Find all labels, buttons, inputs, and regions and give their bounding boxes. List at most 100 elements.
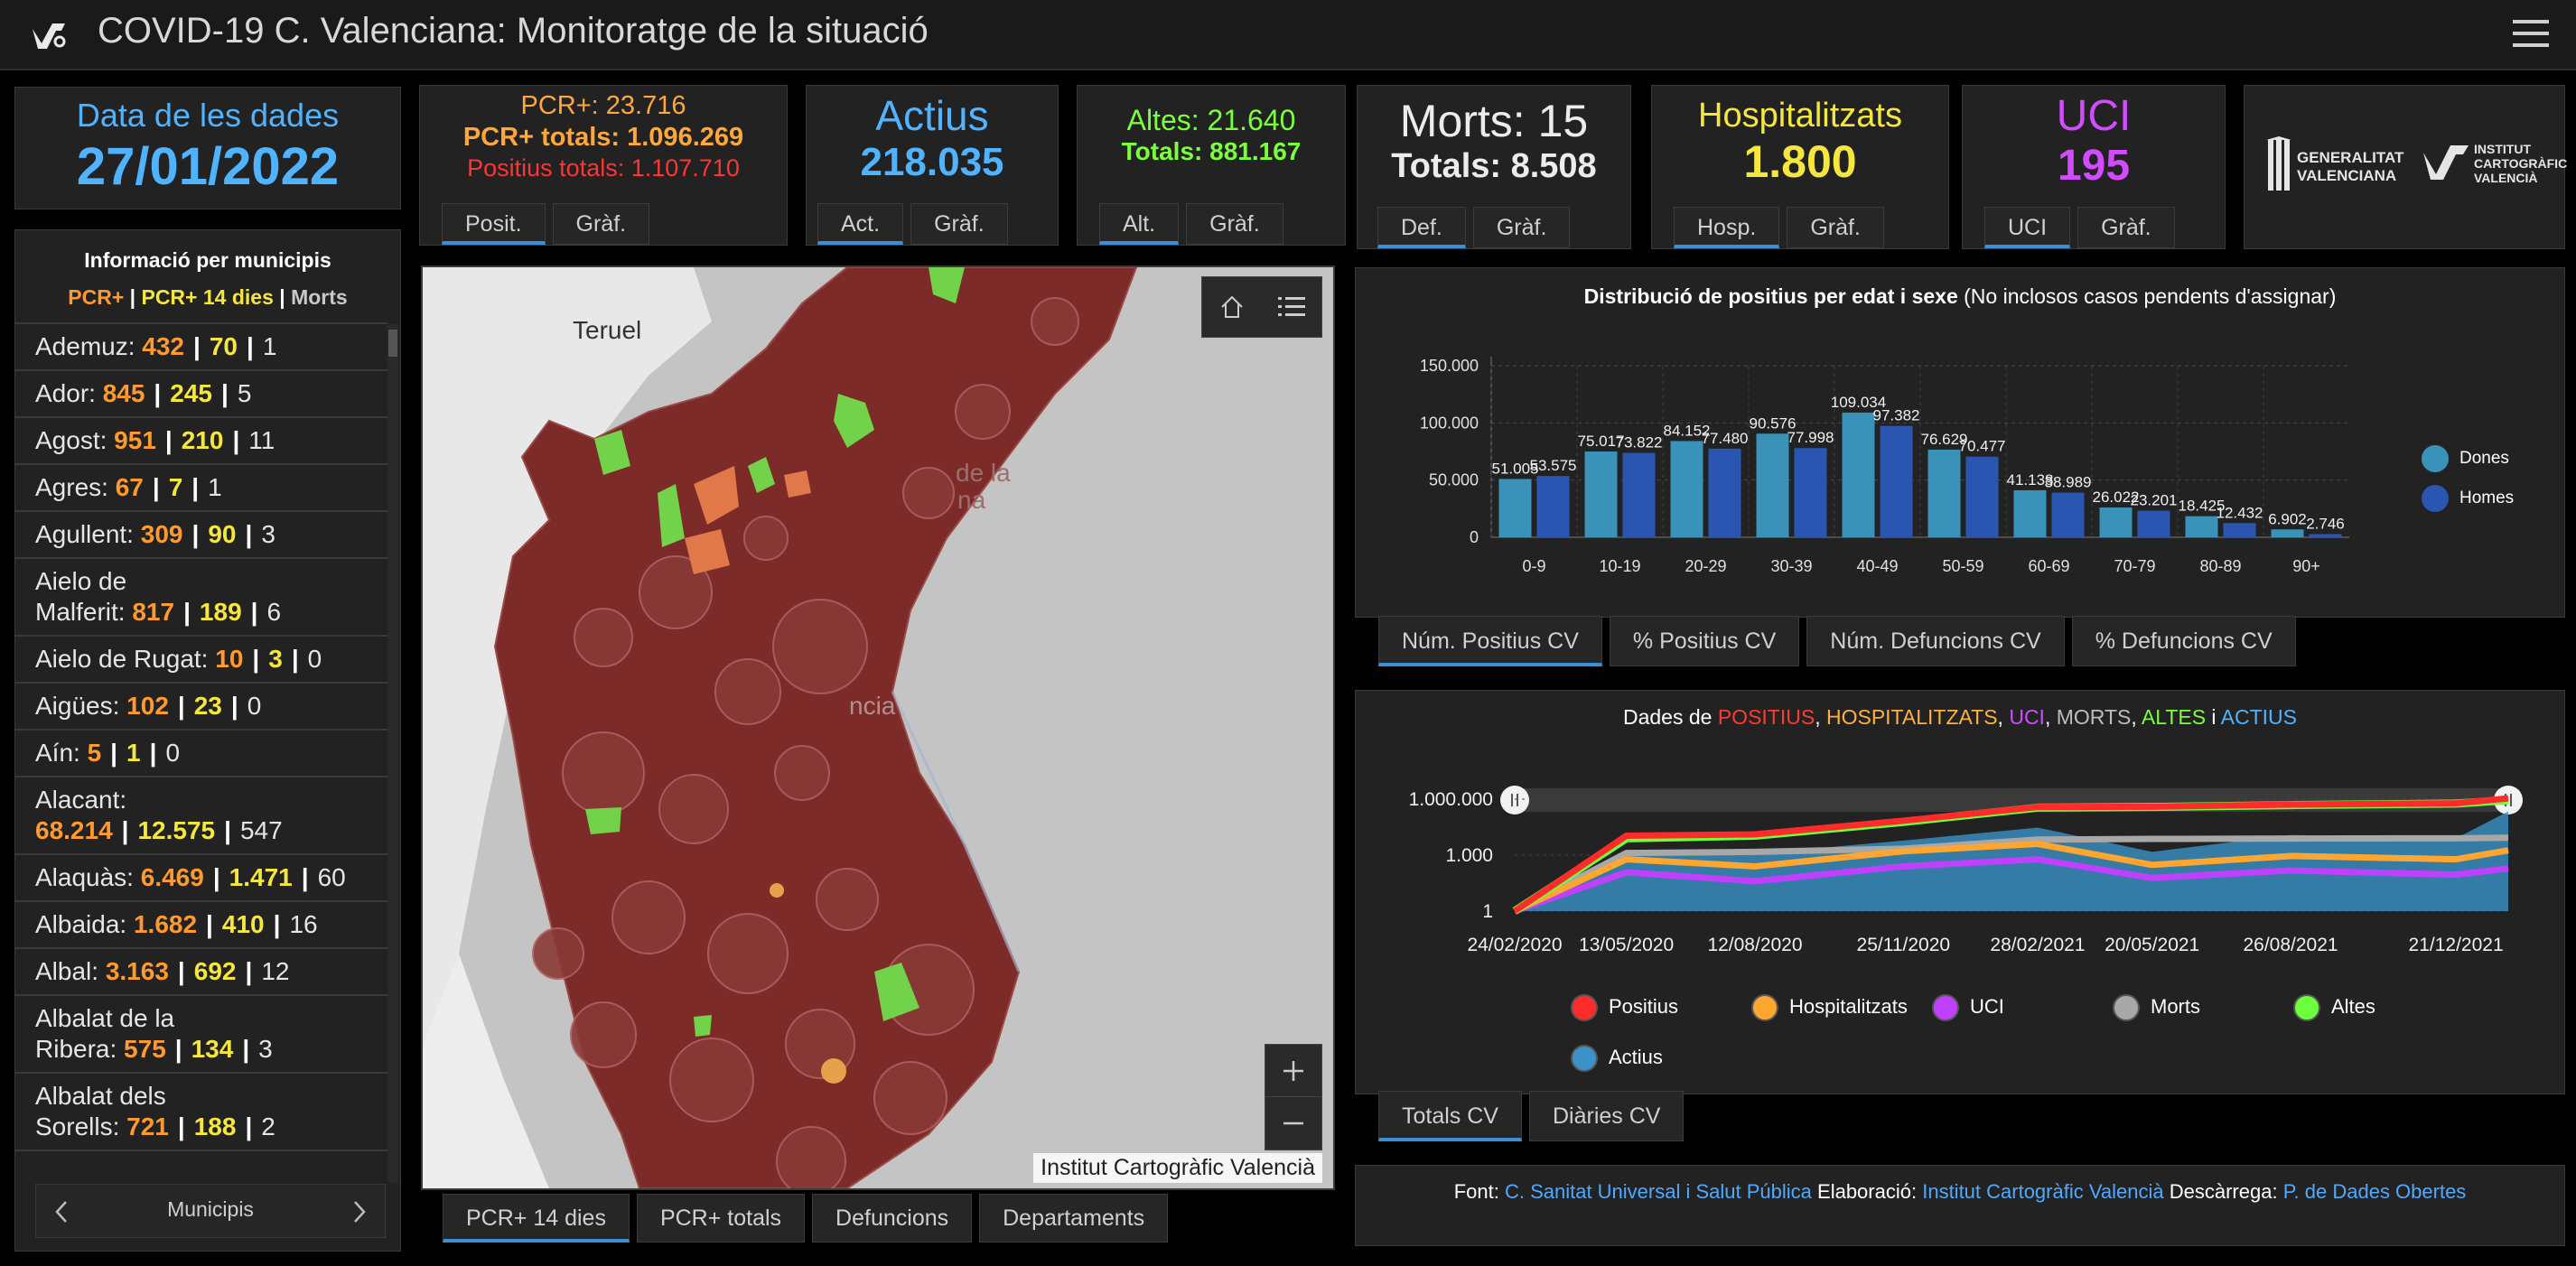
time-title-word: POSITIUS — [1717, 705, 1815, 729]
municipality-row[interactable]: Albalat dels Sorells: 721 | 188 | 2 — [15, 1074, 387, 1151]
map-view[interactable]: Teruel de la na ncia Institut Cartogràfi… — [421, 265, 1335, 1190]
scrollbar-thumb[interactable] — [388, 330, 397, 357]
range-slider-handle[interactable] — [1500, 786, 1529, 815]
bar-value-label: 77.998 — [1787, 429, 1834, 446]
map-attribution: Institut Cartogràfic Valencià — [1033, 1153, 1322, 1183]
tab-alt[interactable]: Alt. — [1099, 203, 1180, 245]
time-chart-panel: Dades de POSITIUS, HOSPITALITZATS, UCI, … — [1355, 690, 2565, 1094]
municipality-pcr: 68.214 — [35, 816, 113, 844]
time-chart-svg[interactable]: 1 1.000 1.000.000 24/02/2020 13/05/2020 12/08… — [1356, 691, 2566, 1095]
municipality-row[interactable]: Aigües: 102 | 23 | 0 — [15, 684, 387, 731]
municipality-pcr14: 3 — [268, 645, 283, 673]
tab-morts-graf[interactable]: Gràf. — [1472, 207, 1571, 248]
legend-item-morts[interactable]: Morts — [2113, 994, 2200, 1021]
tab-pcr-totals[interactable]: PCR+ totals — [636, 1194, 806, 1243]
municipality-pcr14: 189 — [199, 598, 242, 626]
municipality-row[interactable]: Aielo de Malferit: 817 | 189 | 6 — [15, 559, 387, 637]
tab-pcr14[interactable]: PCR+ 14 dies — [443, 1194, 630, 1243]
tab-actius-graf[interactable]: Gràf. — [910, 203, 1008, 245]
tab-hosp[interactable]: Hosp. — [1674, 207, 1780, 248]
footer-desc-link[interactable]: P. de Dades Obertes — [2282, 1180, 2467, 1203]
municipality-row[interactable]: Agullent: 309 | 90 | 3 — [15, 512, 387, 559]
map-layers-button[interactable] — [1262, 277, 1321, 337]
map-label-valencia: ncia — [849, 692, 896, 720]
footer-elab-link[interactable]: Institut Cartogràfic Valencià — [1922, 1180, 2164, 1203]
municipality-row[interactable]: Aín: 5 | 1 | 0 — [15, 731, 387, 777]
municipality-morts: 2 — [261, 1112, 275, 1140]
legend-item-uci[interactable]: UCI — [1932, 994, 2004, 1021]
zoom-in-button[interactable] — [1265, 1045, 1321, 1097]
municipality-morts: 0 — [247, 692, 262, 720]
pager-next-icon[interactable] — [352, 1200, 367, 1224]
separator: | — [206, 910, 213, 938]
pager-prev-icon[interactable] — [54, 1200, 69, 1224]
age-bar-homes — [1536, 476, 1570, 537]
zoom-out-button[interactable] — [1265, 1097, 1321, 1149]
tab-diaries-cv[interactable]: Diàries CV — [1528, 1091, 1685, 1141]
x-tick-label: 30-39 — [1770, 557, 1812, 575]
x-tick-label: 0-9 — [1522, 557, 1545, 575]
municipality-pcr: 102 — [126, 692, 169, 720]
municipality-row[interactable]: Agres: 67 | 7 | 1 — [15, 465, 387, 512]
separator: | — [191, 520, 200, 548]
municipality-row[interactable]: Aielo de Rugat: 10 | 3 | 0 — [15, 637, 387, 684]
separator: | — [212, 863, 220, 891]
top-bar: COVID-19 C. Valenciana: Monitoratge de l… — [0, 0, 2576, 70]
x-tick-label: 28/02/2021 — [1990, 935, 2085, 955]
tab-uci[interactable]: UCI — [1984, 207, 2071, 248]
tab-act[interactable]: Act. — [817, 203, 904, 245]
time-title-word: , — [1815, 705, 1826, 729]
municipality-pcr: 575 — [124, 1035, 166, 1063]
tab-num-defuncions[interactable]: Núm. Defuncions CV — [1806, 616, 2065, 666]
tab-posit[interactable]: Posit. — [442, 203, 546, 245]
tab-pcr-graf[interactable]: Gràf. — [552, 203, 650, 245]
tab-departaments[interactable]: Departaments — [979, 1194, 1169, 1243]
municipality-scrollbar[interactable] — [387, 324, 398, 1182]
tab-def[interactable]: Def. — [1377, 207, 1466, 248]
legend-item-positius[interactable]: Positius — [1571, 994, 1678, 1021]
municipality-row[interactable]: Albal: 3.163 | 692 | 12 — [15, 949, 387, 996]
municipality-row[interactable]: Agost: 951 | 210 | 11 — [15, 418, 387, 465]
municipality-row[interactable]: Ademuz: 432 | 70 | 1 — [15, 324, 387, 371]
legend-item-actius[interactable]: Actius — [1571, 1045, 1663, 1072]
legend-item-hospitalitzats[interactable]: Hospitalitzats — [1751, 994, 1908, 1021]
tab-uci-graf[interactable]: Gràf. — [2077, 207, 2175, 248]
age-bar-homes — [1622, 452, 1656, 537]
map-canvas[interactable] — [423, 267, 1333, 1188]
icv-text-2: CARTOGRÀFIC — [2474, 156, 2568, 171]
separator: | — [164, 426, 173, 454]
hamburger-menu-icon[interactable] — [2513, 20, 2549, 51]
municipality-pcr14: 134 — [191, 1035, 234, 1063]
separator: | — [245, 957, 253, 985]
tab-pct-defuncions[interactable]: % Defuncions CV — [2071, 616, 2296, 666]
tab-altes-graf[interactable]: Gràf. — [1186, 203, 1283, 245]
municipality-name: Aín: — [35, 739, 88, 767]
bar-value-label: 26.022 — [2093, 489, 2140, 506]
municipality-pcr: 10 — [215, 645, 244, 673]
municipality-row[interactable]: Ador: 845 | 245 | 5 — [15, 371, 387, 418]
altes-card: Altes: 21.640 Totals: 881.167 Alt. Gràf. — [1077, 85, 1346, 246]
bar-value-label: 41.138 — [2007, 471, 2054, 489]
morts-totals: Totals: 8.508 — [1391, 147, 1597, 185]
tab-totals-cv[interactable]: Totals CV — [1378, 1091, 1522, 1141]
tab-num-positius[interactable]: Núm. Positius CV — [1378, 616, 1602, 666]
map-home-button[interactable] — [1202, 277, 1262, 337]
legend-item-altes[interactable]: Altes — [2293, 994, 2375, 1021]
x-tick-label: 70-79 — [2114, 557, 2155, 575]
footer-font-link[interactable]: C. Sanitat Universal i Salut Pública — [1504, 1180, 1812, 1203]
separator: | — [154, 379, 162, 407]
tab-hosp-graf[interactable]: Gràf. — [1787, 207, 1884, 248]
municipality-pcr: 721 — [126, 1112, 169, 1140]
tab-pct-positius[interactable]: % Positius CV — [1609, 616, 1800, 666]
municipality-row[interactable]: Alacant: 68.214 | 12.575 | 547 — [15, 777, 387, 855]
separator: | — [149, 739, 157, 767]
municipality-row[interactable]: Albalat de la Ribera: 575 | 134 | 3 — [15, 996, 387, 1074]
municipality-row[interactable]: Alaquàs: 6.469 | 1.471 | 60 — [15, 855, 387, 902]
separator: | — [174, 1035, 182, 1063]
municipality-row[interactable]: Albaida: 1.682 | 410 | 16 — [15, 902, 387, 949]
uci-card-tabs: UCI Gràf. — [1984, 207, 2175, 248]
bar-value-label: 6.902 — [2268, 510, 2307, 527]
tab-defuncions[interactable]: Defuncions — [812, 1194, 973, 1243]
municipality-pcr: 67 — [115, 473, 144, 501]
age-legend-homes: Homes — [2422, 485, 2514, 512]
